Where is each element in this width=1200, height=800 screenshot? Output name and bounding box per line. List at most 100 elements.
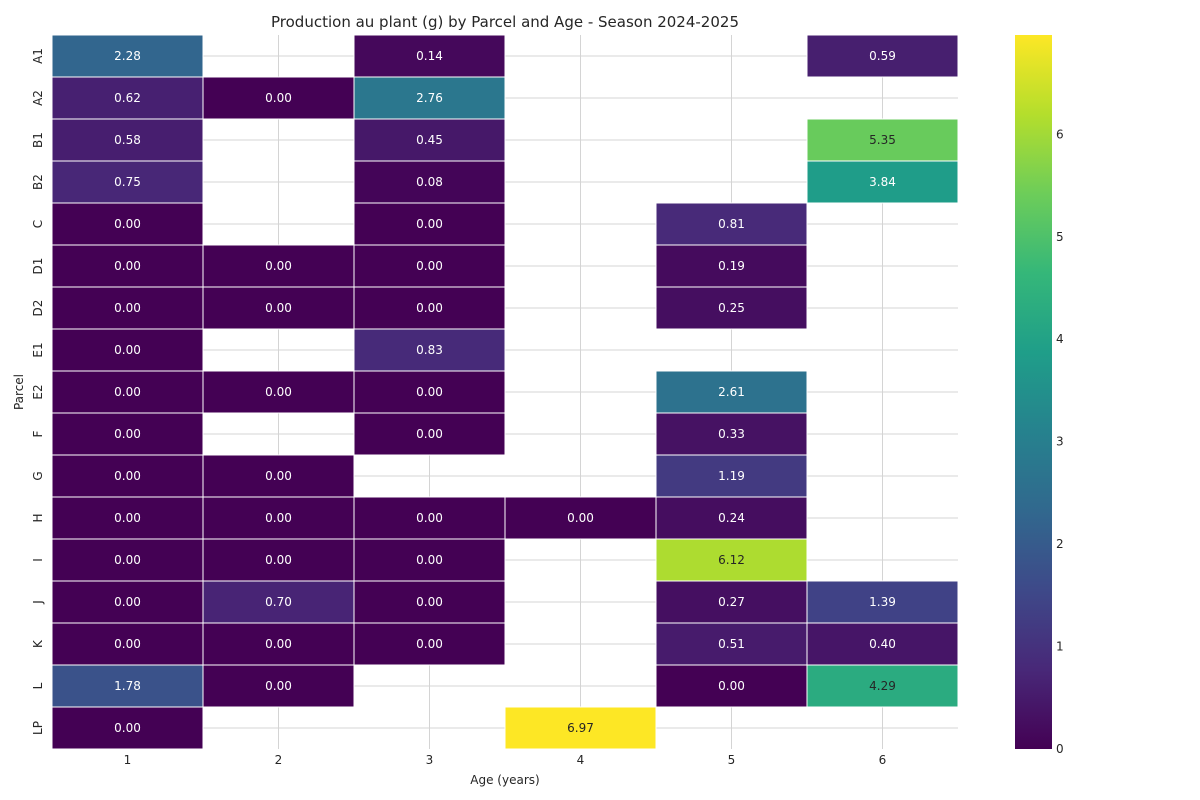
y-tick-label: A1 [31, 48, 45, 64]
heatmap-cell [51, 370, 204, 414]
colorbar-ticks: 0 1 2 3 4 5 6 [1056, 127, 1064, 756]
cell-value-label: 0.00 [114, 301, 141, 315]
y-tick-label: D2 [31, 300, 45, 317]
colorbar [1015, 35, 1052, 749]
colorbar-tick-label: 2 [1056, 537, 1064, 551]
heatmap-cell [202, 370, 355, 414]
cell-value-label: 0.00 [265, 679, 292, 693]
colorbar-tick-label: 5 [1056, 230, 1064, 244]
heatmap-cell [655, 580, 808, 624]
y-tick-label: C [31, 220, 45, 228]
heatmap-cell [202, 538, 355, 582]
heatmap-cell [806, 622, 959, 666]
cell-value-label: 0.62 [114, 91, 141, 105]
cell-value-label: 0.00 [416, 511, 443, 525]
heatmap-cell [353, 286, 506, 330]
chart-title: Production au plant (g) by Parcel and Ag… [271, 13, 739, 31]
heatmap-cell [353, 202, 506, 246]
heatmap-cell [202, 580, 355, 624]
cell-value-label: 0.00 [416, 595, 443, 609]
heatmap-cell [202, 286, 355, 330]
x-tick-label: 5 [728, 753, 736, 767]
y-tick-label: LP [31, 721, 45, 735]
cell-value-label: 0.00 [114, 511, 141, 525]
heatmap-cell [806, 160, 959, 204]
cell-value-label: 0.00 [416, 427, 443, 441]
x-tick-label: 4 [577, 753, 585, 767]
cell-value-label: 0.00 [265, 301, 292, 315]
heatmap-cell [504, 706, 657, 750]
cell-value-label: 0.00 [416, 553, 443, 567]
cell-value-label: 0.00 [265, 511, 292, 525]
y-tick-label: K [31, 639, 45, 648]
cell-value-label: 4.29 [869, 679, 896, 693]
cell-value-label: 0.00 [114, 637, 141, 651]
heatmap-cell [202, 454, 355, 498]
heatmap-cell [51, 454, 204, 498]
heatmap-cell [806, 34, 959, 78]
cell-value-label: 0.00 [114, 553, 141, 567]
cell-value-label: 0.70 [265, 595, 292, 609]
y-tick-label: L [31, 682, 45, 689]
heatmap-cell [51, 412, 204, 456]
x-tick-label: 6 [879, 753, 887, 767]
heatmap-cell [51, 328, 204, 372]
cell-value-label: 3.84 [869, 175, 896, 189]
cell-value-label: 0.83 [416, 343, 443, 357]
heatmap-cell [353, 118, 506, 162]
cell-value-label: 0.00 [265, 637, 292, 651]
cell-value-label: 0.00 [416, 385, 443, 399]
cell-value-label: 0.00 [114, 427, 141, 441]
heatmap-cell [353, 328, 506, 372]
heatmap-cell [655, 664, 808, 708]
heatmap-cell [202, 496, 355, 540]
cell-value-label: 0.00 [416, 637, 443, 651]
heatmap-cell [51, 76, 204, 120]
cell-value-label: 0.00 [114, 217, 141, 231]
cell-value-label: 0.00 [265, 553, 292, 567]
cell-value-label: 2.28 [114, 49, 141, 63]
cell-value-label: 0.08 [416, 175, 443, 189]
cell-value-label: 0.40 [869, 637, 896, 651]
heatmap-cell [202, 664, 355, 708]
cell-value-label: 0.00 [114, 385, 141, 399]
y-tick-label: D1 [31, 258, 45, 275]
cell-value-label: 0.00 [416, 259, 443, 273]
heatmap-cell [51, 622, 204, 666]
cell-value-label: 0.00 [416, 217, 443, 231]
heatmap-cell [353, 412, 506, 456]
heatmap-cell [655, 244, 808, 288]
cell-value-label: 6.97 [567, 721, 594, 735]
heatmap-cell [51, 664, 204, 708]
cell-value-label: 1.78 [114, 679, 141, 693]
cell-value-label: 0.00 [718, 679, 745, 693]
heatmap-cell [51, 244, 204, 288]
cell-value-label: 0.14 [416, 49, 443, 63]
y-axis-label: Parcel [12, 374, 26, 410]
heatmap-cell [353, 538, 506, 582]
y-tick-label: J [31, 600, 45, 605]
heatmap-cell [655, 286, 808, 330]
x-tick-label: 2 [275, 753, 283, 767]
cell-value-label: 0.25 [718, 301, 745, 315]
heatmap-cell [353, 370, 506, 414]
cell-value-label: 0.75 [114, 175, 141, 189]
y-tick-label: B1 [31, 132, 45, 148]
x-tick-labels: 1 2 3 4 5 6 [124, 753, 887, 767]
y-tick-label: F [31, 430, 45, 437]
heatmap-cell [353, 622, 506, 666]
cell-value-label: 0.00 [265, 259, 292, 273]
heatmap-cell [51, 118, 204, 162]
y-tick-label: E2 [31, 384, 45, 399]
heatmap-cell [353, 34, 506, 78]
cell-value-label: 0.00 [416, 301, 443, 315]
colorbar-tick-label: 1 [1056, 640, 1064, 654]
y-tick-label: I [31, 558, 45, 562]
heatmap-cell [353, 580, 506, 624]
y-tick-label: G [31, 471, 45, 480]
cell-value-label: 0.00 [265, 469, 292, 483]
y-tick-label: H [31, 513, 45, 522]
heatmap-cell [655, 622, 808, 666]
cell-value-label: 0.00 [114, 343, 141, 357]
